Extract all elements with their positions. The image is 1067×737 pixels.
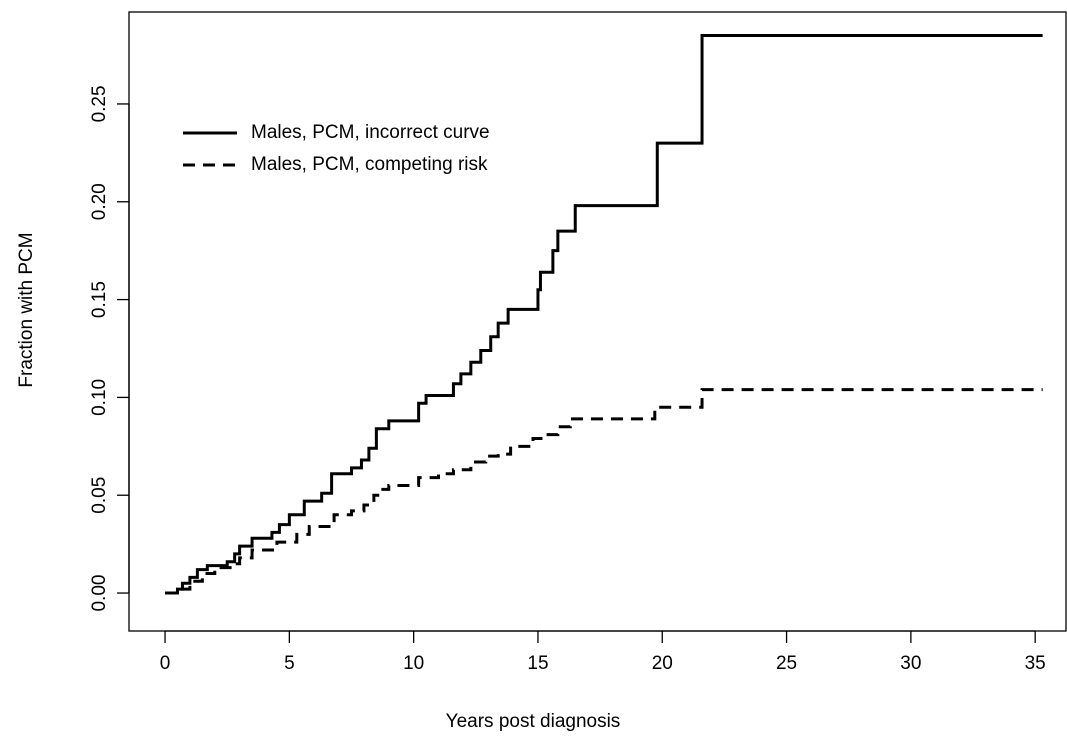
x-tick-label: 15 <box>527 653 548 674</box>
x-tick-label: 10 <box>403 653 424 674</box>
x-tick-label: 25 <box>776 653 797 674</box>
x-axis-title: Years post diagnosis <box>446 711 621 732</box>
legend-label: Males, PCM, competing risk <box>251 154 488 175</box>
y-axis-title: Fraction with PCM <box>16 232 37 387</box>
y-tick-label: 0.25 <box>89 85 110 122</box>
legend-label: Males, PCM, incorrect curve <box>251 122 490 143</box>
x-tick-label: 20 <box>652 653 673 674</box>
y-tick-label: 0.05 <box>89 477 110 514</box>
step-line <box>165 33 1043 595</box>
step-line <box>165 388 1043 595</box>
x-tick-label: 0 <box>160 653 171 674</box>
y-tick-label: 0.10 <box>89 379 110 416</box>
x-tick-label: 30 <box>900 653 921 674</box>
y-tick-label: 0.15 <box>89 281 110 318</box>
x-tick-label: 35 <box>1025 653 1046 674</box>
y-tick-label: 0.00 <box>89 575 110 612</box>
x-tick-label: 5 <box>284 653 295 674</box>
y-tick-label: 0.20 <box>89 183 110 220</box>
